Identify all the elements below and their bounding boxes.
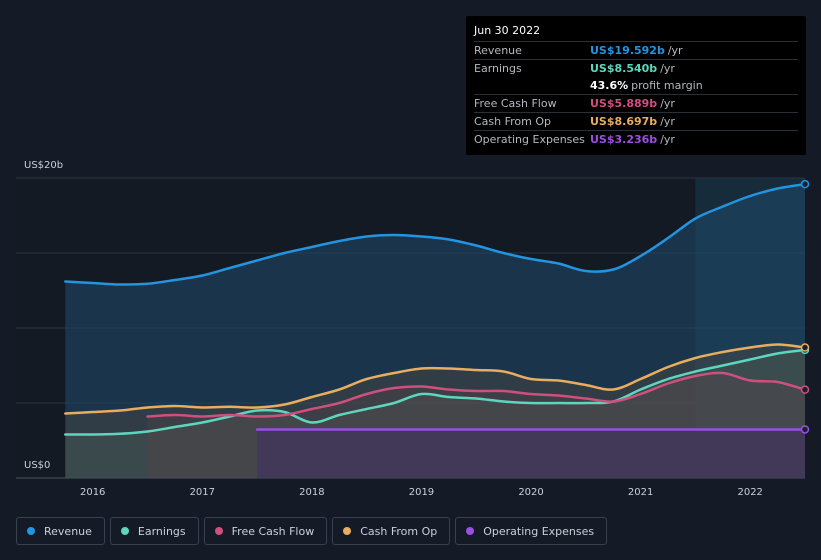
legend-item-revenue[interactable]: Revenue: [16, 517, 105, 545]
tooltip-unit: /yr: [660, 97, 675, 110]
tooltip-panel: Jun 30 2022 Revenue US$19.592b /yr Earni…: [466, 16, 806, 155]
tooltip-unit: /yr: [667, 44, 683, 57]
tooltip-value: US$5.889b: [590, 97, 658, 110]
tooltip-row-earnings: Earnings US$8.540b /yr: [474, 59, 798, 77]
series-end-dots: [800, 179, 810, 434]
profit-margin-value: 43.6%: [590, 79, 629, 92]
legend-label: Earnings: [137, 524, 186, 538]
legend-label: Cash From Op: [360, 524, 438, 538]
x-tick-label: 2019: [409, 487, 434, 498]
area-operating-expenses: [257, 429, 806, 478]
legend-item-earnings[interactable]: Earnings: [109, 517, 199, 545]
x-tick-label: 2021: [628, 487, 653, 498]
end-dot-cash-from-op: [800, 343, 810, 352]
legend-dot-icon: [466, 527, 475, 535]
tooltip-label: Earnings: [474, 62, 522, 75]
legend-item-cash-from-op[interactable]: Cash From Op: [332, 517, 451, 545]
tooltip-value: US$19.592b: [590, 44, 665, 57]
x-tick-label: 2016: [80, 487, 105, 498]
tooltip-label: Operating Expenses: [474, 133, 585, 146]
y-label-bottom: US$0: [24, 460, 51, 471]
end-dot-free-cash-flow: [800, 385, 810, 394]
legend-label: Operating Expenses: [483, 524, 595, 538]
tooltip-row-revenue: Revenue US$19.592b /yr: [474, 41, 798, 59]
y-label-top: US$20b: [24, 160, 64, 171]
tooltip-value: US$8.697b: [590, 115, 658, 128]
area-revenue: [65, 184, 806, 478]
tooltip-date: Jun 30 2022: [474, 24, 541, 37]
legend-label: Revenue: [44, 524, 92, 538]
tooltip-label: Revenue: [474, 44, 522, 57]
end-dot-operating-expenses: [800, 425, 810, 434]
legend-dot-icon: [214, 527, 223, 535]
line-revenue: [64, 182, 807, 286]
series-areas: [65, 184, 806, 478]
end-dot-revenue: [800, 179, 810, 189]
tooltip-label: Cash From Op: [474, 115, 552, 128]
tooltip-value: US$8.540b: [590, 62, 658, 75]
tooltip-label: Free Cash Flow: [474, 97, 557, 110]
legend-item-free-cash-flow[interactable]: Free Cash Flow: [203, 517, 328, 545]
tooltip-unit: /yr: [660, 62, 675, 75]
legend-dot-icon: [120, 527, 129, 535]
tooltip-row-profit-margin: 43.6% profit margin: [474, 77, 798, 94]
line-earnings: [64, 348, 807, 436]
line-free-cash-flow: [146, 371, 807, 418]
tooltip-value: US$3.236b: [590, 133, 658, 146]
x-tick-label: 2017: [190, 487, 215, 498]
legend-dot-icon: [343, 527, 352, 535]
legend-dot-icon: [27, 527, 35, 535]
x-tick-label: 2020: [518, 487, 543, 498]
legend: Revenue Earnings Free Cash Flow Cash Fro…: [16, 517, 608, 546]
tooltip-unit: /yr: [660, 133, 675, 146]
profit-margin-label: profit margin: [631, 79, 703, 92]
legend-item-operating-expenses[interactable]: Operating Expenses: [455, 517, 608, 545]
series-lines: [64, 182, 807, 436]
x-axis-ticks: 2016 2017 2018 2019 2020 2021 2022: [80, 487, 763, 498]
legend-label: Free Cash Flow: [231, 524, 315, 538]
line-cash-from-op: [64, 343, 807, 415]
tooltip-row-operating-expenses: Operating Expenses US$3.236b /yr: [474, 130, 798, 148]
x-tick-label: 2022: [737, 487, 762, 498]
tooltip-unit: /yr: [660, 115, 675, 128]
x-tick-label: 2018: [299, 487, 324, 498]
tooltip-row-free-cash-flow: Free Cash Flow US$5.889b /yr: [474, 94, 798, 112]
tooltip-row-cash-from-op: Cash From Op US$8.697b /yr: [474, 112, 798, 130]
